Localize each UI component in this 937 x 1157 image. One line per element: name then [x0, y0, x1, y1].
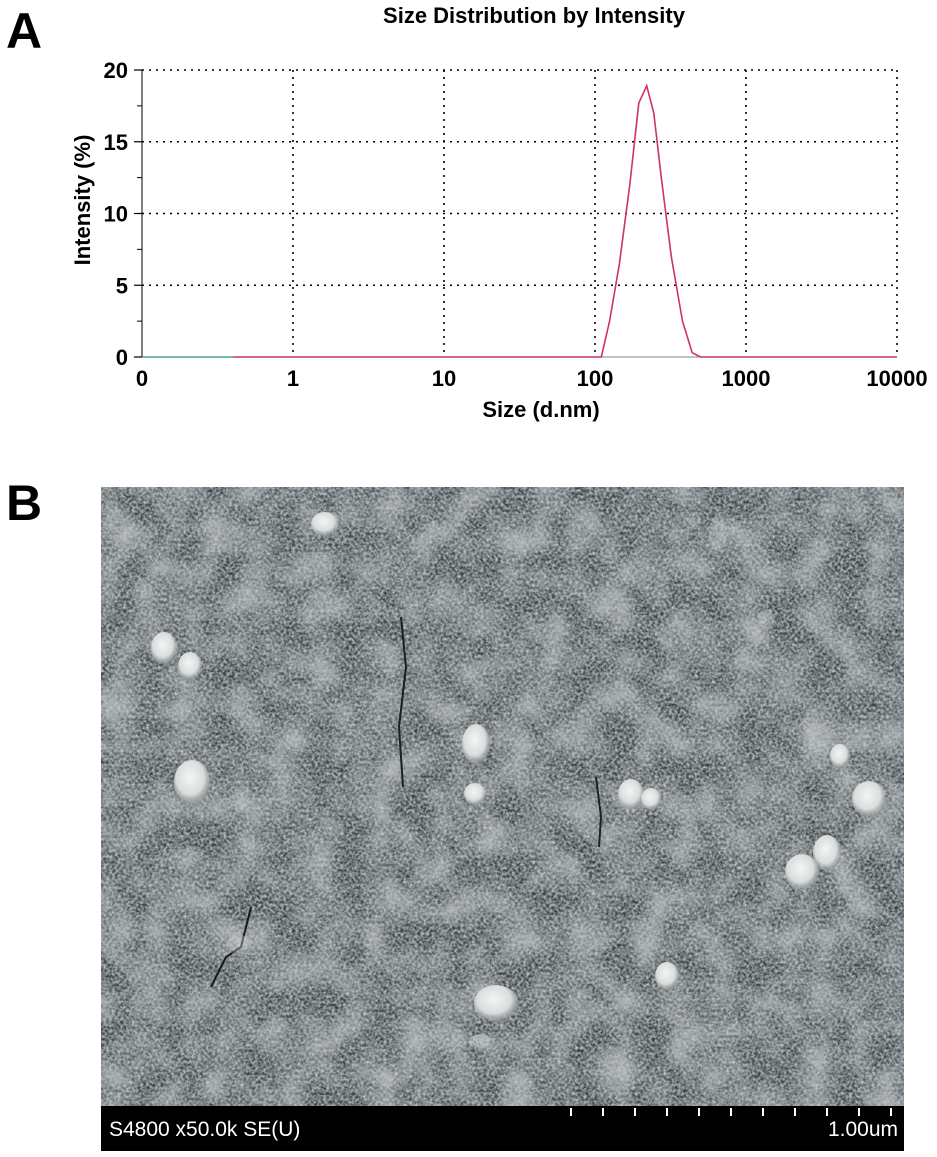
- nanoparticle: [708, 515, 728, 559]
- x-tick-label: 0: [136, 366, 148, 391]
- tick-labels: 0 1 10 100 1000 10000 0 5 10 15 20: [104, 58, 928, 391]
- panel-label-a: A: [6, 3, 43, 59]
- size-distribution-chart: Size Distribution by Intensity Intensity…: [70, 3, 928, 422]
- nanoparticle: [852, 781, 886, 817]
- nanoparticle: [462, 724, 490, 764]
- nanoparticle: [174, 760, 210, 804]
- panel-label-b: B: [6, 475, 43, 531]
- x-axis-label: Size (d.nm): [482, 397, 599, 422]
- sem-micrograph: S4800 x50.0k SE(U) 1.00um: [101, 487, 904, 1151]
- x-tick-label: 100: [577, 366, 614, 391]
- nanoparticle: [469, 1034, 493, 1050]
- series-line: [232, 83, 897, 358]
- nanoparticle: [311, 512, 339, 536]
- nanoparticle: [641, 788, 661, 810]
- series: [142, 83, 897, 358]
- scale-bar-label: 1.00um: [827, 1118, 898, 1141]
- nanoparticle: [618, 779, 644, 809]
- y-tick-label: 5: [116, 273, 128, 298]
- sem-info-bar: S4800 x50.0k SE(U) 1.00um: [101, 1106, 904, 1151]
- x-tick-label: 10000: [866, 366, 927, 391]
- nanoparticle: [227, 935, 251, 955]
- nanoparticle: [151, 632, 177, 664]
- x-tick-label: 1: [287, 366, 299, 391]
- nanoparticle: [813, 835, 841, 871]
- y-tick-label: 15: [104, 130, 128, 155]
- x-tick-label: 1000: [722, 366, 771, 391]
- nanoparticle: [830, 744, 850, 768]
- sem-image: [101, 487, 904, 1106]
- nanoparticle: [655, 962, 679, 990]
- chart-title: Size Distribution by Intensity: [383, 3, 686, 28]
- y-tick-label: 10: [104, 202, 128, 227]
- scale-bar-ticks: [570, 1108, 892, 1116]
- y-tick-label: 20: [104, 58, 128, 83]
- y-tick-label: 0: [116, 345, 128, 370]
- nanoparticle: [474, 985, 518, 1021]
- sem-caption: S4800 x50.0k SE(U): [109, 1118, 301, 1141]
- y-axis-label: Intensity (%): [70, 135, 95, 266]
- x-tick-label: 10: [432, 366, 456, 391]
- nanoparticle: [178, 652, 202, 680]
- nanoparticle: [758, 611, 776, 631]
- grid: [142, 69, 898, 357]
- nanoparticles: [151, 512, 886, 1050]
- nanoparticle: [785, 854, 819, 890]
- nanoparticle: [464, 783, 486, 805]
